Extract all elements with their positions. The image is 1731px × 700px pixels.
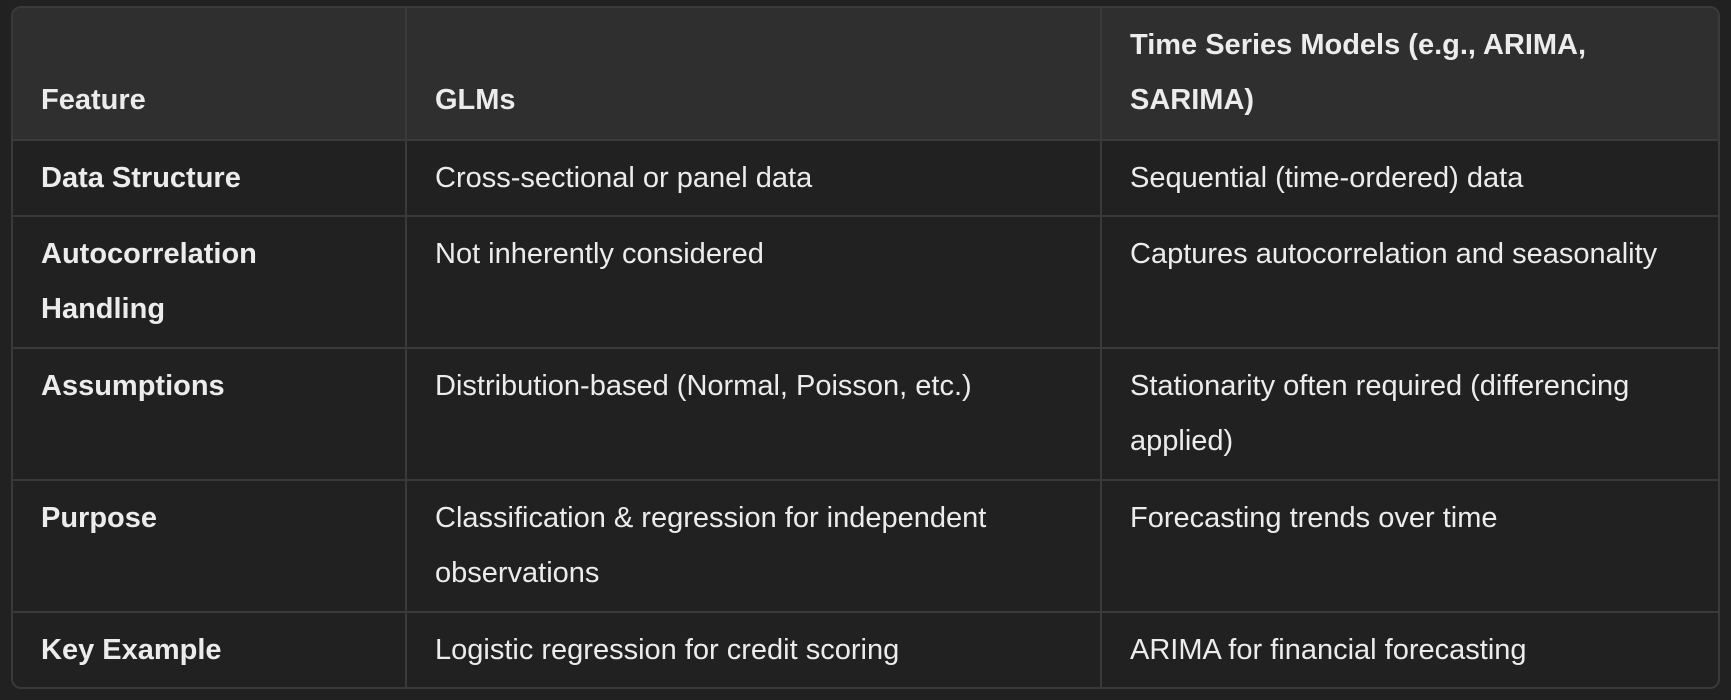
row-time-series-cell: Sequential (time-ordered) data (1101, 140, 1718, 217)
table-header-row: Feature GLMs Time Series Models (e.g., A… (13, 8, 1718, 141)
row-feature-cell: Data Structure (13, 140, 407, 217)
row-feature-cell: Autocorrelation Handling (13, 216, 407, 349)
row-feature-cell: Purpose (13, 480, 407, 613)
row-feature-cell: Key Example (13, 612, 407, 687)
table-row: Data Structure Cross-sectional or panel … (13, 140, 1718, 217)
table-row: Purpose Classification & regression for … (13, 480, 1718, 613)
row-feature-cell: Assumptions (13, 348, 407, 481)
comparison-table: Feature GLMs Time Series Models (e.g., A… (13, 8, 1718, 687)
row-glms-cell: Cross-sectional or panel data (406, 140, 1102, 217)
row-glms-cell: Not inherently considered (406, 216, 1102, 349)
row-glms-cell: Logistic regression for credit scoring (406, 612, 1102, 687)
header-feature: Feature (13, 8, 407, 141)
row-glms-cell: Distribution-based (Normal, Poisson, etc… (406, 348, 1102, 481)
row-glms-cell: Classification & regression for independ… (406, 480, 1102, 613)
header-time-series: Time Series Models (e.g., ARIMA, SARIMA) (1101, 8, 1718, 141)
comparison-table-container: Feature GLMs Time Series Models (e.g., A… (11, 6, 1720, 689)
row-time-series-cell: Forecasting trends over time (1101, 480, 1718, 613)
row-time-series-cell: ARIMA for financial forecasting (1130, 634, 1527, 666)
table-row: Autocorrelation Handling Not inherently … (13, 216, 1718, 349)
header-glms: GLMs (406, 8, 1102, 141)
table-row: Key Example Logistic regression for cred… (13, 612, 1718, 687)
row-time-series-cell: Stationarity often required (differencin… (1101, 348, 1718, 481)
row-time-series-cell: Captures autocorrelation and seasonality (1101, 216, 1718, 349)
table-row: Assumptions Distribution-based (Normal, … (13, 348, 1718, 481)
